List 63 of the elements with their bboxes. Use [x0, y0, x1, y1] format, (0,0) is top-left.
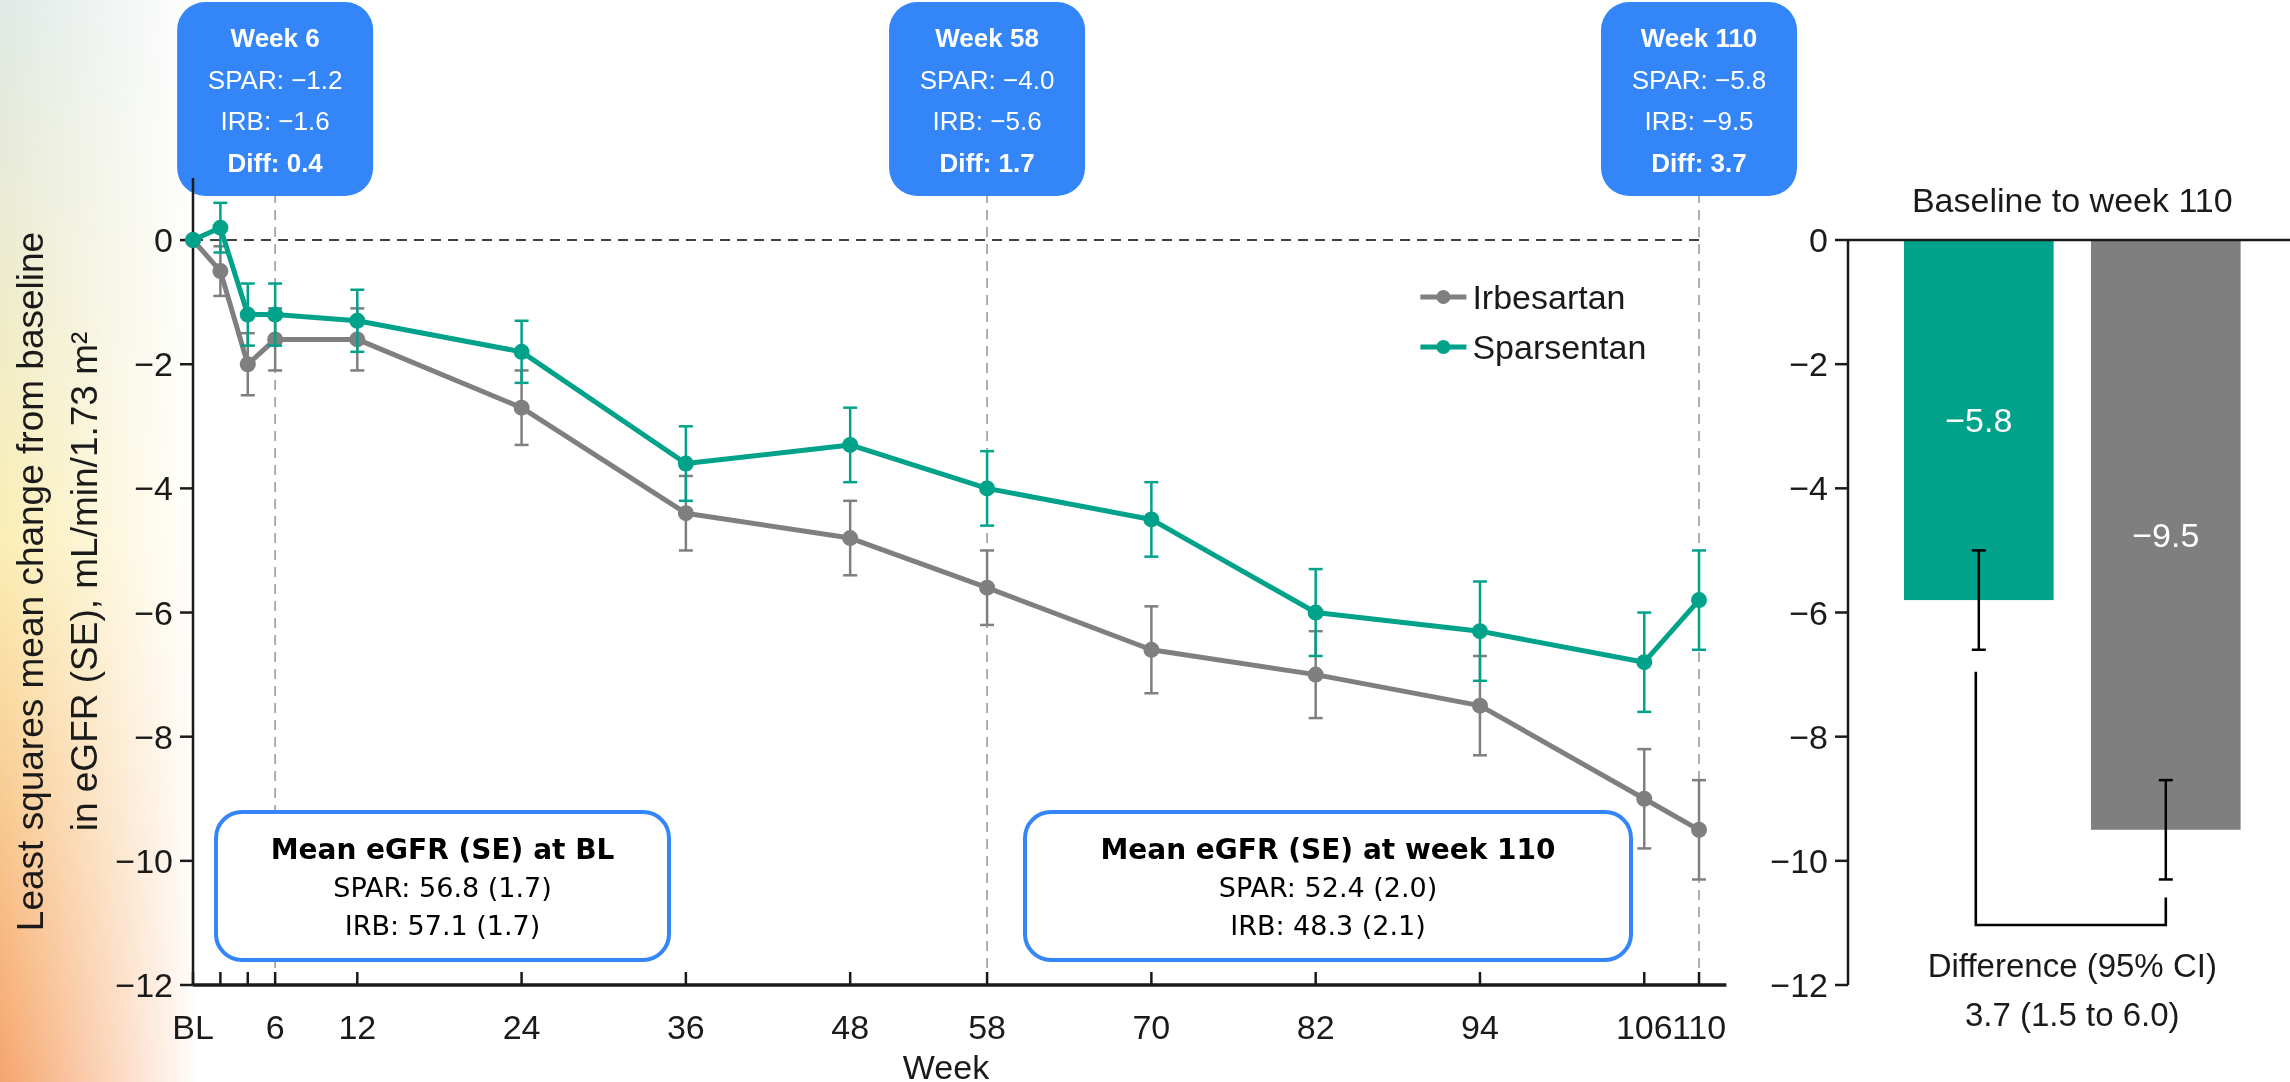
y-tick-label: −4	[134, 469, 173, 508]
point	[1471, 697, 1488, 714]
y-tick-label: −6	[1789, 593, 1828, 632]
point	[1143, 641, 1160, 658]
x-tick-label: 58	[968, 1008, 1006, 1046]
point	[979, 480, 996, 497]
x-tick-label: 110	[1671, 1008, 1727, 1046]
legend-label: Sparsentan	[1472, 328, 1647, 366]
y-axis-title: Least squares mean change from baseline in eGFR (SE), mL/min/1.73 m²	[9, 231, 105, 932]
ref-line-label: Week 110 SPAR: −5.8 IRB: −9.5 Diff: 3.7	[1631, 23, 1767, 178]
x-tick-label: 94	[1461, 1008, 1499, 1046]
ref-line-label: Week 58 SPAR: −4.0 IRB: −5.6 Diff: 1.7	[919, 23, 1055, 178]
y-tick-label: −6	[134, 593, 173, 632]
legend-label: Irbesartan	[1472, 278, 1626, 316]
x-tick-label: 82	[1296, 1008, 1335, 1046]
point	[1307, 666, 1324, 683]
x-tick-label: 70	[1132, 1008, 1171, 1046]
y-tick-label: −12	[115, 966, 173, 1004]
point	[349, 312, 366, 329]
y-tick-label: −4	[1789, 469, 1828, 508]
point	[212, 219, 229, 236]
point	[1143, 511, 1160, 528]
annotation: Difference (95% CI) 3.7 (1.5 to 6.0)	[1927, 946, 2217, 1033]
y-tick-label: −8	[134, 717, 173, 756]
x-axis-title: Week	[902, 1048, 991, 1082]
point	[513, 399, 530, 416]
chart-title: Baseline to week 110	[1911, 181, 2233, 219]
x-tick-label: BL	[172, 1008, 214, 1046]
point	[513, 343, 530, 360]
data-label: −5.8	[1945, 401, 2013, 440]
point	[1636, 654, 1653, 671]
data-label: −9.5	[2132, 515, 2200, 554]
point	[1691, 592, 1708, 609]
y-tick-label: −2	[1789, 345, 1828, 384]
x-tick-label: 24	[502, 1008, 541, 1046]
x-tick-label: 106	[1615, 1008, 1673, 1046]
y-tick-label: −2	[134, 345, 173, 384]
x-tick-label: 48	[831, 1008, 870, 1046]
point	[239, 306, 256, 323]
point	[1471, 623, 1488, 640]
point	[677, 505, 694, 522]
ref-line-label: Week 6 SPAR: −1.2 IRB: −1.6 Diff: 0.4	[207, 23, 343, 178]
point	[1691, 821, 1708, 838]
y-tick-label: −10	[115, 841, 173, 880]
point	[979, 579, 996, 596]
y-tick-label: −8	[1789, 717, 1828, 756]
point	[677, 455, 694, 472]
annotation: Mean eGFR (SE) at week 110 SPAR: 52.4 (2.0) IRB: 48.3 (2.1)	[1100, 832, 1556, 941]
point	[212, 263, 229, 280]
x-tick-label: 6	[265, 1008, 285, 1046]
point	[1307, 604, 1324, 621]
x-tick-label: 36	[666, 1008, 705, 1046]
y-tick-label: −12	[1770, 966, 1828, 1004]
point	[842, 436, 859, 453]
point	[1636, 790, 1653, 807]
y-tick-label: 0	[154, 221, 173, 260]
y-tick-label: −10	[1770, 841, 1828, 880]
y-tick-label: 0	[1809, 221, 1828, 259]
annotation: Mean eGFR (SE) at BL SPAR: 56.8 (1.7) IRB: 57.1 (1.7)	[270, 832, 615, 941]
point	[267, 306, 284, 323]
point	[842, 530, 859, 547]
point	[239, 356, 256, 373]
x-tick-label: 12	[338, 1008, 377, 1046]
